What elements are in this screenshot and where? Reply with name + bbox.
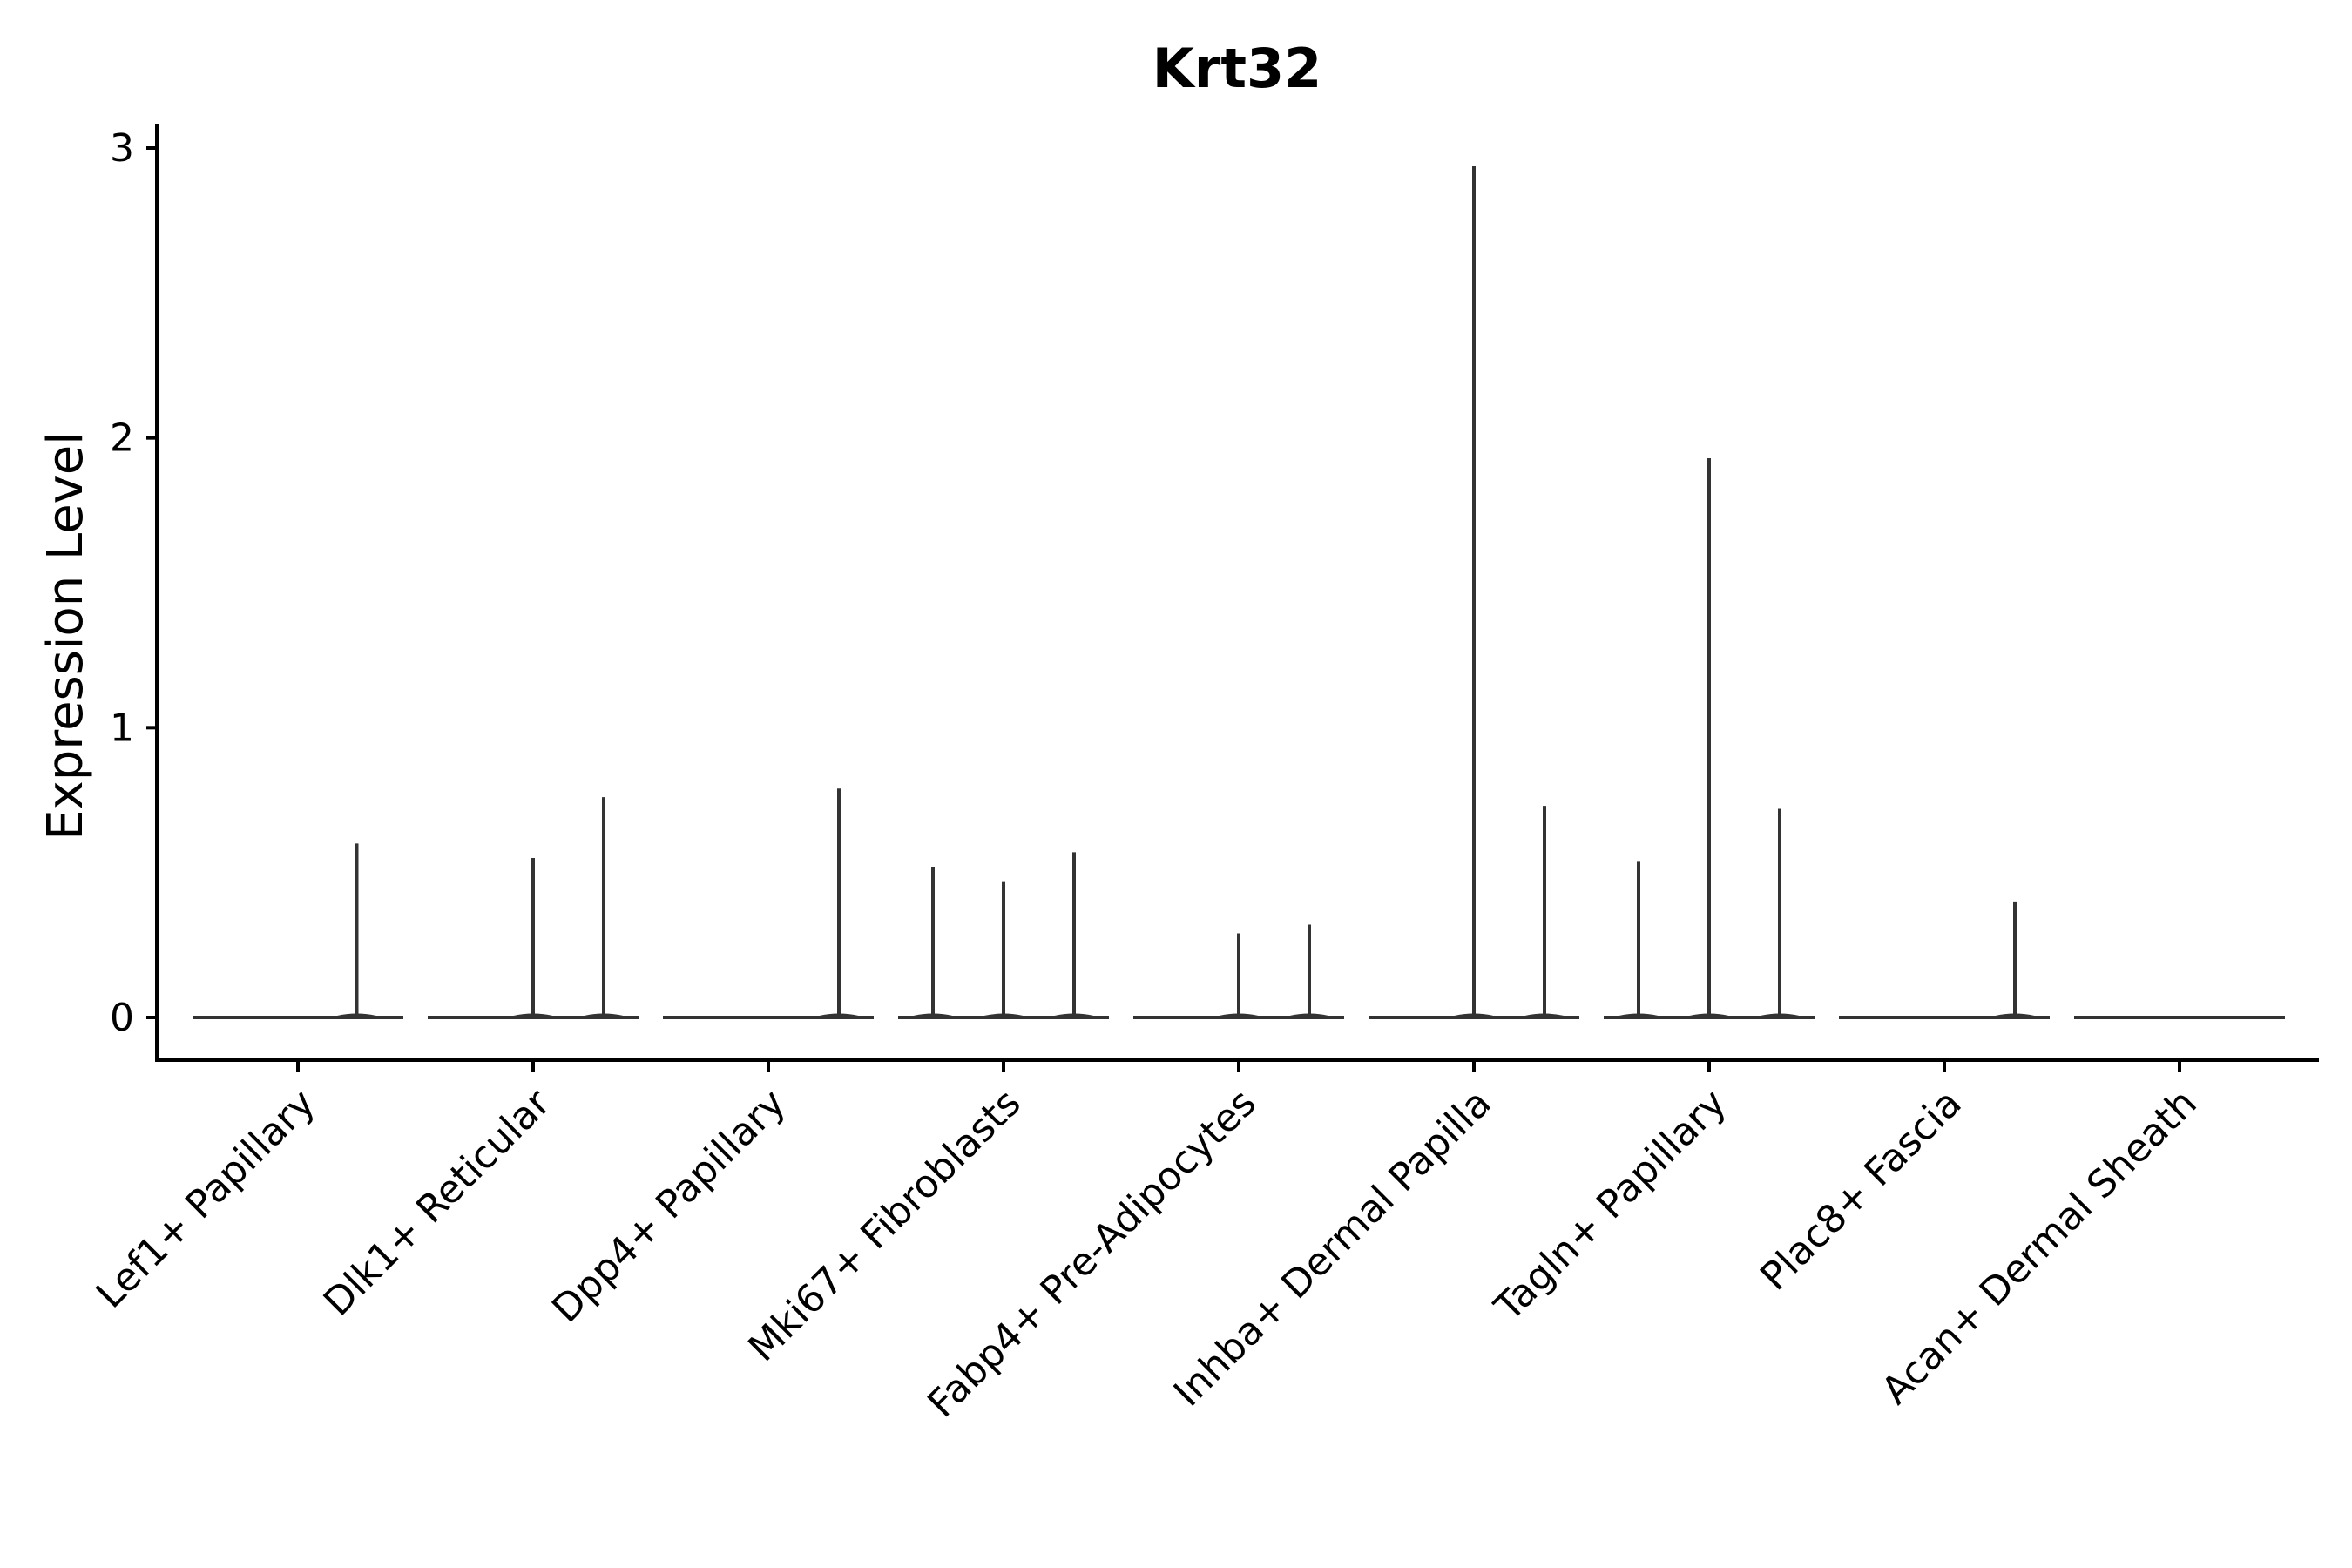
- x-tick-label: Tagln+ Papillary: [1486, 1081, 1735, 1330]
- violin-bulge: [1995, 1013, 2035, 1019]
- y-tick-label: 0: [110, 996, 134, 1040]
- violin-bulge: [584, 1013, 624, 1019]
- violin-bulge: [1289, 1013, 1329, 1019]
- violin-bulge: [1524, 1013, 1565, 1019]
- x-tick-label: Lef1+ Papillary: [88, 1081, 324, 1317]
- violin-bulge: [1689, 1013, 1729, 1019]
- violin-bulge: [819, 1013, 859, 1019]
- x-tick-label: Plac8+ Fascia: [1752, 1081, 1970, 1300]
- violin: [428, 797, 639, 1019]
- violin-bulge: [1219, 1013, 1259, 1019]
- violin-bulge: [1454, 1013, 1494, 1019]
- violin: [1369, 165, 1579, 1019]
- violin-bulge: [1619, 1013, 1659, 1019]
- chart-title: Krt32: [1152, 37, 1322, 100]
- violin-bulge: [337, 1013, 376, 1019]
- y-axis-label: Expression Level: [37, 431, 94, 841]
- violin-bulge: [1054, 1013, 1094, 1019]
- violin-bulge: [513, 1013, 553, 1019]
- x-tick-label: Dlk1+ Reticular: [315, 1080, 560, 1325]
- violin-bulge: [913, 1013, 953, 1019]
- violin: [898, 852, 1109, 1019]
- x-tick-label: Dpp4+ Papillary: [544, 1081, 794, 1332]
- y-tick-label: 1: [110, 706, 134, 750]
- violin: [193, 843, 403, 1019]
- violin: [1604, 457, 1815, 1019]
- violin: [1839, 901, 2050, 1019]
- y-tick-label: 2: [110, 416, 134, 461]
- violin: [1133, 924, 1344, 1019]
- violin-group: [193, 165, 2285, 1019]
- y-axis-ticks: 0 1 2 3: [110, 126, 157, 1040]
- violin-bulge: [1760, 1013, 1800, 1019]
- violin: [663, 788, 874, 1019]
- violin-bulge: [983, 1013, 1024, 1019]
- y-tick-label: 3: [110, 126, 134, 171]
